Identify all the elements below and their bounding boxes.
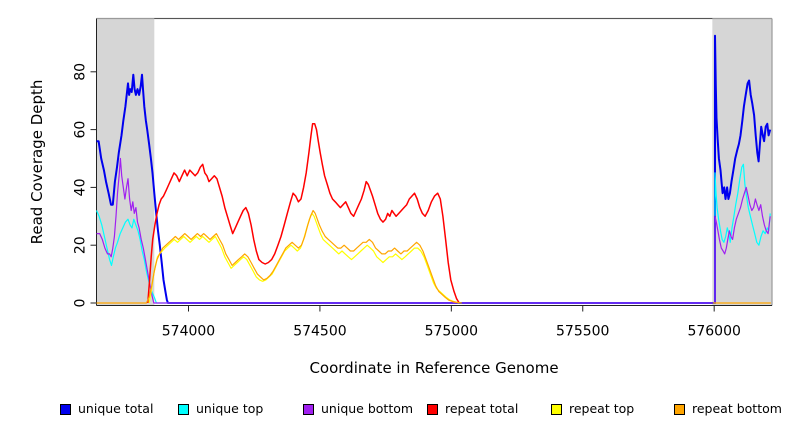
y-axis-label: Read Coverage Depth (28, 80, 46, 245)
series-line-repeat-top (148, 212, 460, 304)
legend-item-repeat-total: repeat total (427, 401, 518, 417)
repeat-bottom-swatch-icon (674, 403, 685, 415)
series-line-repeat-bottom (96, 209, 462, 304)
unique-bottom-swatch-icon (303, 403, 314, 415)
legend-item-unique-total: unique total (60, 401, 153, 417)
legend-label: unique bottom (321, 401, 414, 416)
legend-item-repeat-top: repeat top (551, 401, 634, 417)
legend-label: unique top (196, 401, 264, 416)
series-line-repeat-total (147, 123, 460, 304)
legend-item-unique-top: unique top (178, 401, 263, 417)
series-line-unique-total (96, 34, 772, 304)
plot-canvas: 574000 574500 575000 575500 576000020406080 … (28, 17, 773, 377)
legend-label: repeat bottom (692, 401, 782, 416)
x-tick-label: 576000 (687, 324, 740, 340)
repeat-top-swatch-icon (551, 403, 562, 415)
y-tick-label: 60 (73, 121, 89, 139)
y-tick-label: 40 (73, 178, 89, 196)
highlight-region (712, 18, 772, 306)
legend-label: unique total (78, 401, 154, 416)
y-tick-label: 0 (73, 299, 89, 308)
x-tick-label: 574000 (162, 324, 215, 340)
x-tick-label: 574500 (293, 324, 346, 340)
unique-total-swatch-icon (60, 403, 71, 415)
x-tick-label: 575000 (425, 324, 478, 340)
series-line-unique-top (95, 163, 771, 304)
legend-item-repeat-bottom: repeat bottom (674, 401, 782, 417)
legend-item-unique-bottom: unique bottom (303, 401, 413, 417)
x-axis-label: Coordinate in Reference Genome (309, 359, 558, 377)
y-tick-label: 80 (73, 63, 89, 81)
legend-label: repeat top (569, 401, 635, 416)
unique-top-swatch-icon (178, 403, 189, 415)
legend-label: repeat total (445, 401, 519, 416)
y-tick-label: 20 (73, 236, 89, 254)
legend: unique total unique top unique bottom re… (0, 401, 792, 419)
repeat-total-swatch-icon (427, 403, 438, 415)
x-tick-label: 575500 (556, 324, 609, 340)
